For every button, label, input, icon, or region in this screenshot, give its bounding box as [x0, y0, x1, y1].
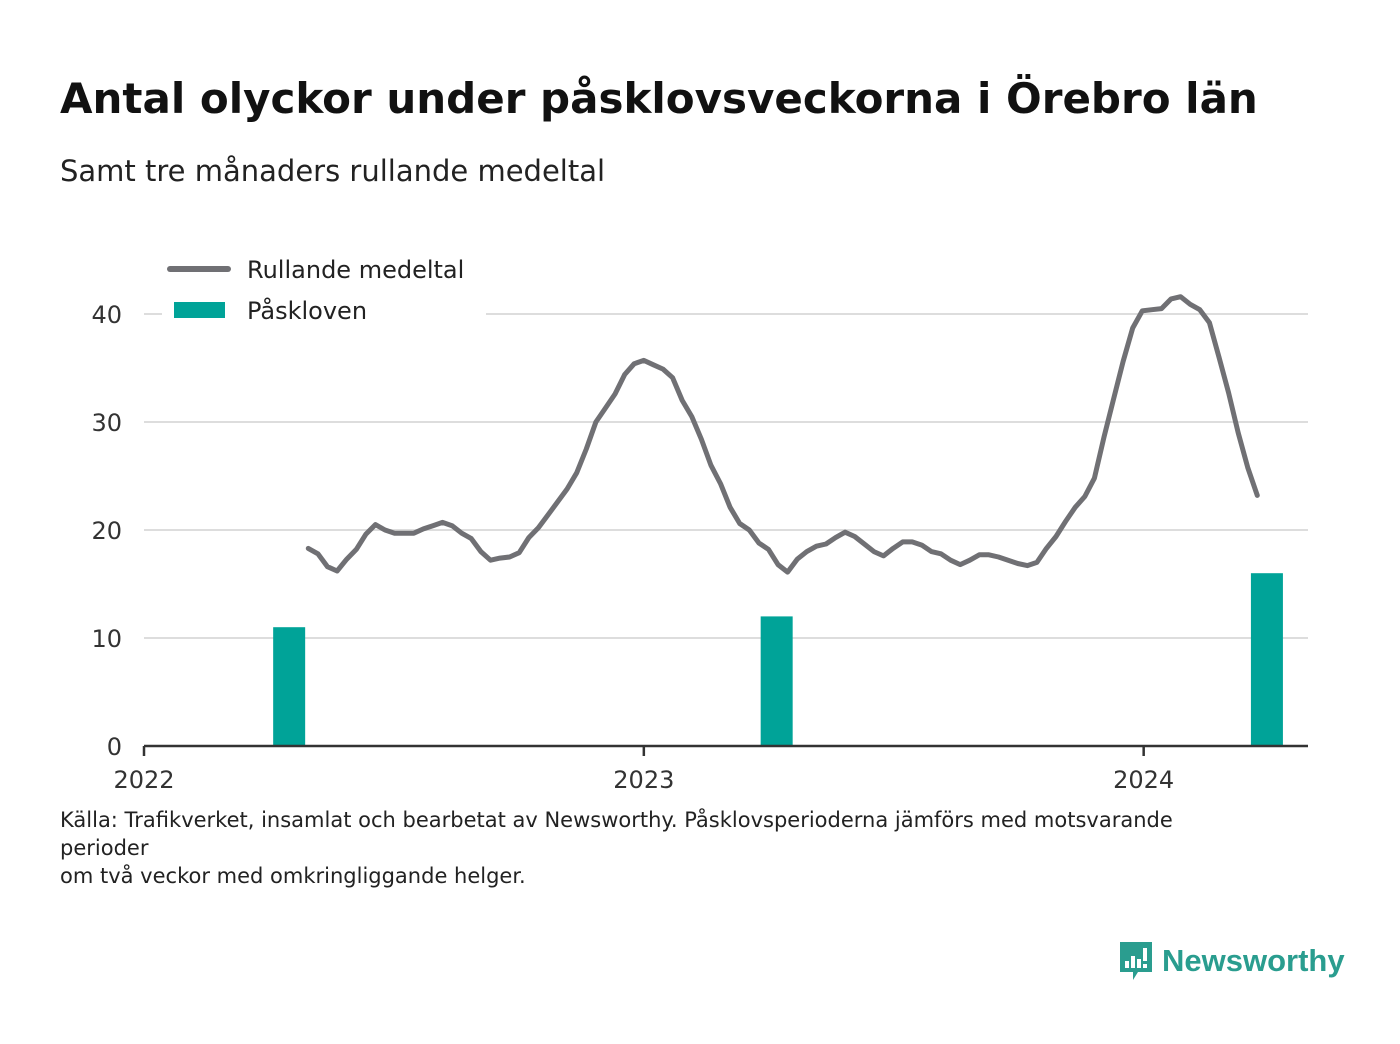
newsworthy-logo-icon — [1120, 942, 1152, 980]
line-series — [305, 294, 1260, 575]
source-line: perioder — [60, 836, 149, 860]
y-axis-ticks: 0 10 20 30 40 — [91, 301, 122, 761]
newsworthy-logo-text: Newsworthy — [1162, 943, 1345, 978]
x-tick-label: 2023 — [613, 766, 674, 794]
legend-line-label: Rullande medeltal — [247, 256, 464, 284]
legend-bar-label: Påskloven — [247, 296, 367, 325]
chart-canvas: 0 10 20 30 40 2022 2023 2024 Rullande medeltal… — [91, 250, 1308, 794]
gridlines — [144, 313, 1308, 639]
newsworthy-logo[interactable]: Newsworthy — [1118, 940, 1345, 982]
x-tick-label: 2022 — [113, 766, 174, 794]
legend-bar-swatch — [174, 302, 225, 318]
source-note: Källa: Trafikverket, insamlat och bearbe… — [60, 806, 1270, 890]
legend: Rullande medeltal Påskloven — [162, 250, 486, 325]
bar — [1250, 573, 1283, 746]
bar — [760, 616, 793, 746]
chart-title: Antal olyckor under påsklovsveckorna i Ö… — [60, 74, 1258, 123]
y-tick-label: 30 — [91, 409, 122, 437]
y-tick-label: 0 — [107, 733, 122, 761]
y-tick-label: 20 — [91, 517, 122, 545]
x-axis: 2022 2023 2024 — [113, 744, 1308, 794]
chart-subtitle: Samt tre månaders rullande medeltal — [60, 154, 606, 188]
source-line: om två veckor med omkringliggande helger… — [60, 864, 526, 888]
y-tick-label: 10 — [91, 625, 122, 653]
rolling-average-line — [305, 294, 1260, 575]
source-line: Källa: Trafikverket, insamlat och bearbe… — [60, 808, 1173, 832]
bar-series — [273, 573, 1283, 746]
bar — [273, 627, 306, 746]
y-tick-label: 40 — [91, 301, 122, 329]
x-tick-label: 2024 — [1113, 766, 1174, 794]
